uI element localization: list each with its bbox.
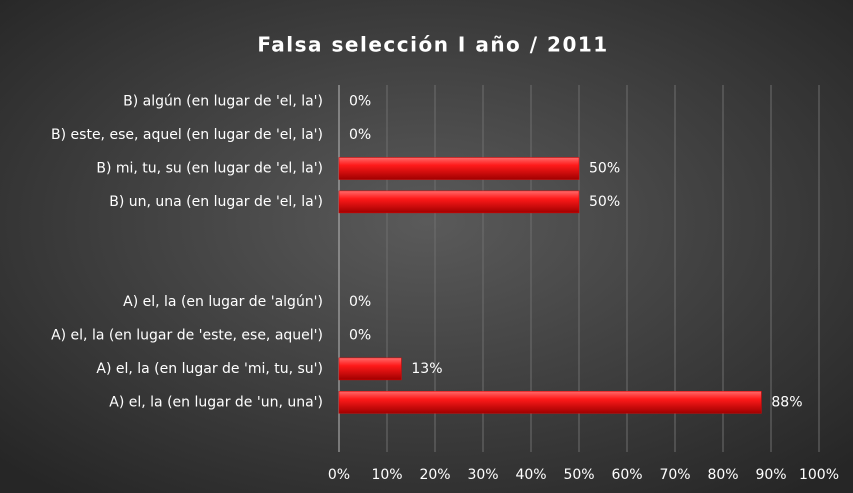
chart-title: Falsa selección I año / 2011: [257, 33, 608, 57]
x-tick-label: 30%: [467, 467, 498, 483]
data-label: 50%: [589, 194, 620, 210]
y-tick-label: B) algún (en lugar de 'el, la'): [123, 94, 323, 110]
y-tick-label: A) el, la (en lugar de 'mi, tu, su'): [96, 361, 323, 377]
data-label: 0%: [349, 328, 371, 344]
data-label: 50%: [589, 161, 620, 177]
x-tick-label: 60%: [611, 467, 642, 483]
data-label: 0%: [349, 294, 371, 310]
x-tick-label: 80%: [707, 467, 738, 483]
x-tick-label: 40%: [515, 467, 546, 483]
y-tick-label: A) el, la (en lugar de 'un, una'): [109, 394, 323, 410]
x-tick-label: 50%: [563, 467, 594, 483]
data-label: 88%: [771, 394, 802, 410]
x-tick-label: 70%: [659, 467, 690, 483]
y-tick-label: A) el, la (en lugar de 'este, ese, aquel…: [51, 328, 323, 344]
bar: [338, 357, 402, 381]
y-tick-label: A) el, la (en lugar de 'algún'): [123, 294, 323, 310]
bar: [338, 391, 762, 414]
x-tick-label: 90%: [755, 467, 786, 483]
x-tick-label: 20%: [419, 467, 450, 483]
data-label: 13%: [411, 361, 442, 377]
x-tick-label: 100%: [799, 467, 839, 483]
data-label: 0%: [349, 94, 371, 110]
bar: [338, 157, 580, 180]
y-tick-label: B) un, una (en lugar de 'el, la'): [109, 194, 323, 210]
x-tick-label: 10%: [371, 467, 402, 483]
y-tick-label: B) este, ese, aquel (en lugar de 'el, la…: [51, 127, 323, 143]
y-tick-label: B) mi, tu, su (en lugar de 'el, la'): [96, 161, 323, 177]
x-tick-label: 0%: [328, 467, 350, 483]
bar: [338, 190, 580, 214]
data-label: 0%: [349, 127, 371, 143]
